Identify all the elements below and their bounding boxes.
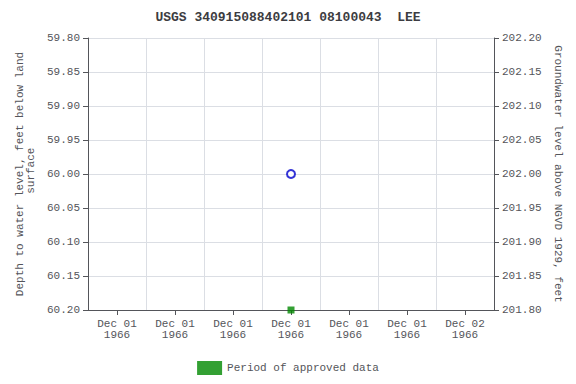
- svg-text:1966: 1966: [104, 329, 130, 341]
- svg-text:202.00: 202.00: [502, 168, 542, 180]
- svg-text:60.10: 60.10: [47, 236, 80, 248]
- svg-text:Dec 01: Dec 01: [271, 317, 311, 330]
- svg-text:60.20: 60.20: [47, 304, 80, 316]
- svg-text:Dec 02: Dec 02: [445, 317, 485, 330]
- svg-text:Dec 01: Dec 01: [329, 317, 369, 330]
- svg-text:202.10: 202.10: [502, 100, 542, 112]
- svg-text:202.15: 202.15: [502, 66, 542, 78]
- svg-text:1966: 1966: [336, 329, 362, 341]
- svg-text:201.80: 201.80: [502, 304, 542, 316]
- svg-text:201.85: 201.85: [502, 270, 542, 282]
- svg-text:1966: 1966: [278, 329, 304, 341]
- svg-text:Depth to water level, feet bel: Depth to water level, feet below land: [13, 51, 26, 297]
- svg-text:1966: 1966: [394, 329, 420, 341]
- svg-text:USGS 340915088402101 08100043: USGS 340915088402101 08100043 LEE: [155, 10, 420, 25]
- svg-text:1966: 1966: [162, 329, 188, 341]
- svg-text:1966: 1966: [452, 329, 478, 341]
- svg-text:Groundwater level above NGVD 1: Groundwater level above NGVD 1929, feet: [552, 45, 564, 302]
- svg-text:Dec 01: Dec 01: [387, 317, 427, 330]
- svg-text:202.20: 202.20: [502, 32, 542, 44]
- svg-text:201.90: 201.90: [502, 236, 542, 248]
- svg-text:60.00: 60.00: [47, 168, 80, 180]
- svg-text:1966: 1966: [220, 329, 246, 341]
- svg-text:201.95: 201.95: [502, 202, 542, 214]
- svg-text:60.15: 60.15: [47, 270, 80, 282]
- svg-text:59.90: 59.90: [47, 100, 80, 112]
- svg-text:Dec 01: Dec 01: [155, 317, 195, 330]
- svg-text:Dec 01: Dec 01: [97, 317, 137, 330]
- svg-text:59.85: 59.85: [47, 66, 80, 78]
- svg-text:59.95: 59.95: [47, 134, 80, 146]
- svg-text:202.05: 202.05: [502, 134, 542, 146]
- svg-text:60.05: 60.05: [47, 202, 80, 214]
- svg-text:surface: surface: [25, 148, 37, 201]
- svg-text:59.80: 59.80: [47, 32, 80, 44]
- svg-text:Period of approved data: Period of approved data: [227, 362, 379, 374]
- svg-text:Dec 01: Dec 01: [213, 317, 253, 330]
